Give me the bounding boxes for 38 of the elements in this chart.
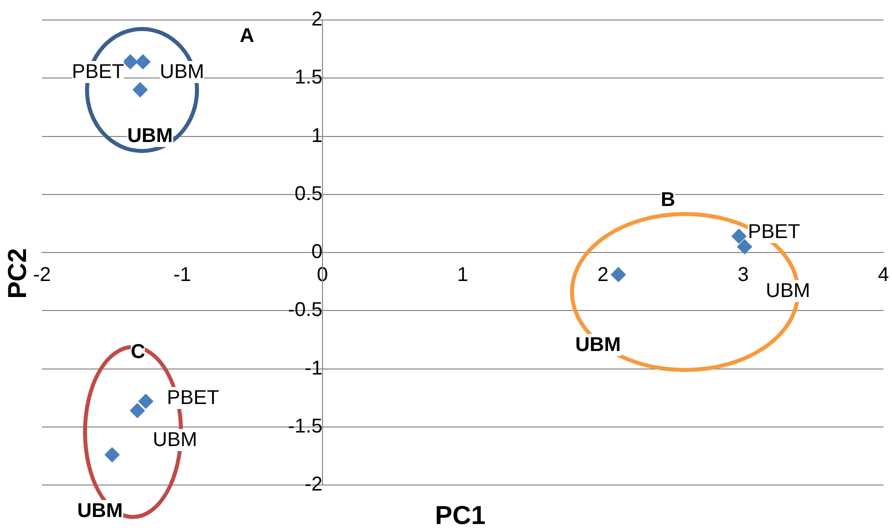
annotation: PBET <box>166 387 220 409</box>
annotation: PBET <box>72 61 124 83</box>
annotation: UBM <box>127 125 173 147</box>
point <box>737 239 752 254</box>
annotation: UBM <box>766 280 810 302</box>
point <box>731 228 746 244</box>
y-tick-label: -1.5 <box>288 415 322 438</box>
y-tick-label: 2 <box>311 8 322 31</box>
annotation: B <box>660 189 676 211</box>
x-tick-label: 2 <box>597 264 609 286</box>
y-tick-label: -2 <box>304 474 322 496</box>
annotation: UBM <box>575 334 621 356</box>
y-tick-label: 0.5 <box>294 182 322 205</box>
y-tick-label: -1 <box>304 357 322 380</box>
text: UBM <box>77 500 123 522</box>
point <box>132 82 148 98</box>
y-axis-title: PC2 <box>2 248 33 299</box>
annotation: A <box>240 25 254 47</box>
point <box>138 394 154 409</box>
y-tick-label: 0 <box>311 241 322 264</box>
y-tick-label: 1.5 <box>294 66 322 89</box>
point <box>130 403 145 418</box>
x-tick-label: -2 <box>33 264 51 286</box>
x-axis-title: PC1 <box>435 500 486 531</box>
x-tick-label: 1 <box>457 264 468 286</box>
point <box>135 54 150 70</box>
point <box>122 54 138 70</box>
annotation: C <box>130 341 146 363</box>
annotation: UBM <box>152 429 198 451</box>
annotation: PBET <box>748 221 800 243</box>
y-tick-label: -0.5 <box>288 299 322 322</box>
x-tick-label: 4 <box>878 264 889 286</box>
x-tick-label: 3 <box>738 264 749 286</box>
annotation: UBM <box>160 61 204 83</box>
point <box>104 447 120 462</box>
point <box>610 267 626 282</box>
y-tick-label: 1 <box>311 124 322 147</box>
x-tick-label: -1 <box>173 264 192 286</box>
